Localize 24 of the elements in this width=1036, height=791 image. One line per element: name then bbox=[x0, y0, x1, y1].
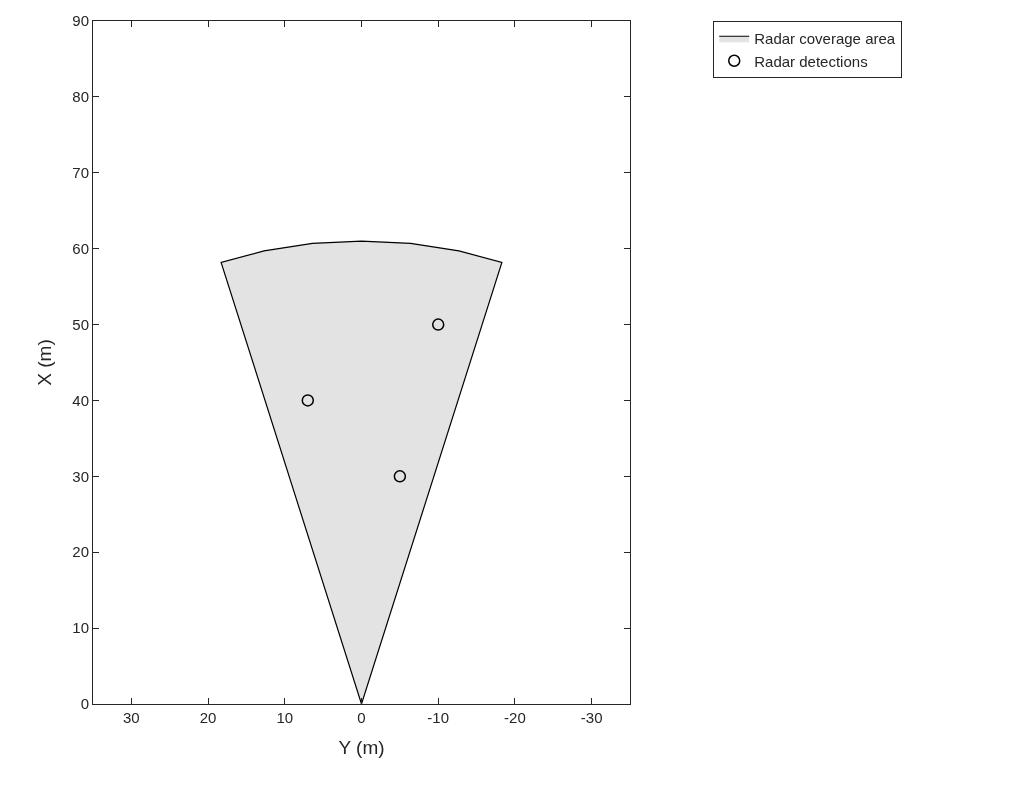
y-tick-label: 10 bbox=[72, 619, 89, 637]
y-tick-label: 50 bbox=[72, 315, 89, 333]
y-axis-title: X (m) bbox=[34, 339, 56, 386]
x-tick-label: 30 bbox=[123, 709, 140, 726]
y-tick-label: 80 bbox=[72, 88, 89, 106]
point bbox=[431, 318, 445, 331]
y-tick-label: 0 bbox=[80, 695, 89, 713]
y-tick-label: 90 bbox=[72, 12, 89, 30]
y-tick-label: 70 bbox=[72, 164, 89, 182]
x-tick-label: -10 bbox=[427, 709, 450, 726]
y-tick-label: 20 bbox=[72, 543, 89, 561]
x-tick-label: 0 bbox=[357, 709, 366, 726]
x-tick-label: -30 bbox=[580, 709, 603, 726]
y-tick-label: 40 bbox=[72, 391, 89, 409]
legend-label: Radar coverage area bbox=[754, 30, 896, 48]
x-tick-label: -20 bbox=[504, 709, 526, 726]
point bbox=[301, 394, 315, 407]
x-axis-title: Y (m) bbox=[338, 736, 385, 758]
point bbox=[393, 470, 407, 483]
x-tick-label: 20 bbox=[199, 709, 217, 726]
x-tick-label: 10 bbox=[276, 709, 294, 726]
legend-label: Radar detections bbox=[754, 52, 868, 70]
y-tick-label: 60 bbox=[72, 239, 89, 257]
y-tick-label: 30 bbox=[72, 467, 89, 485]
